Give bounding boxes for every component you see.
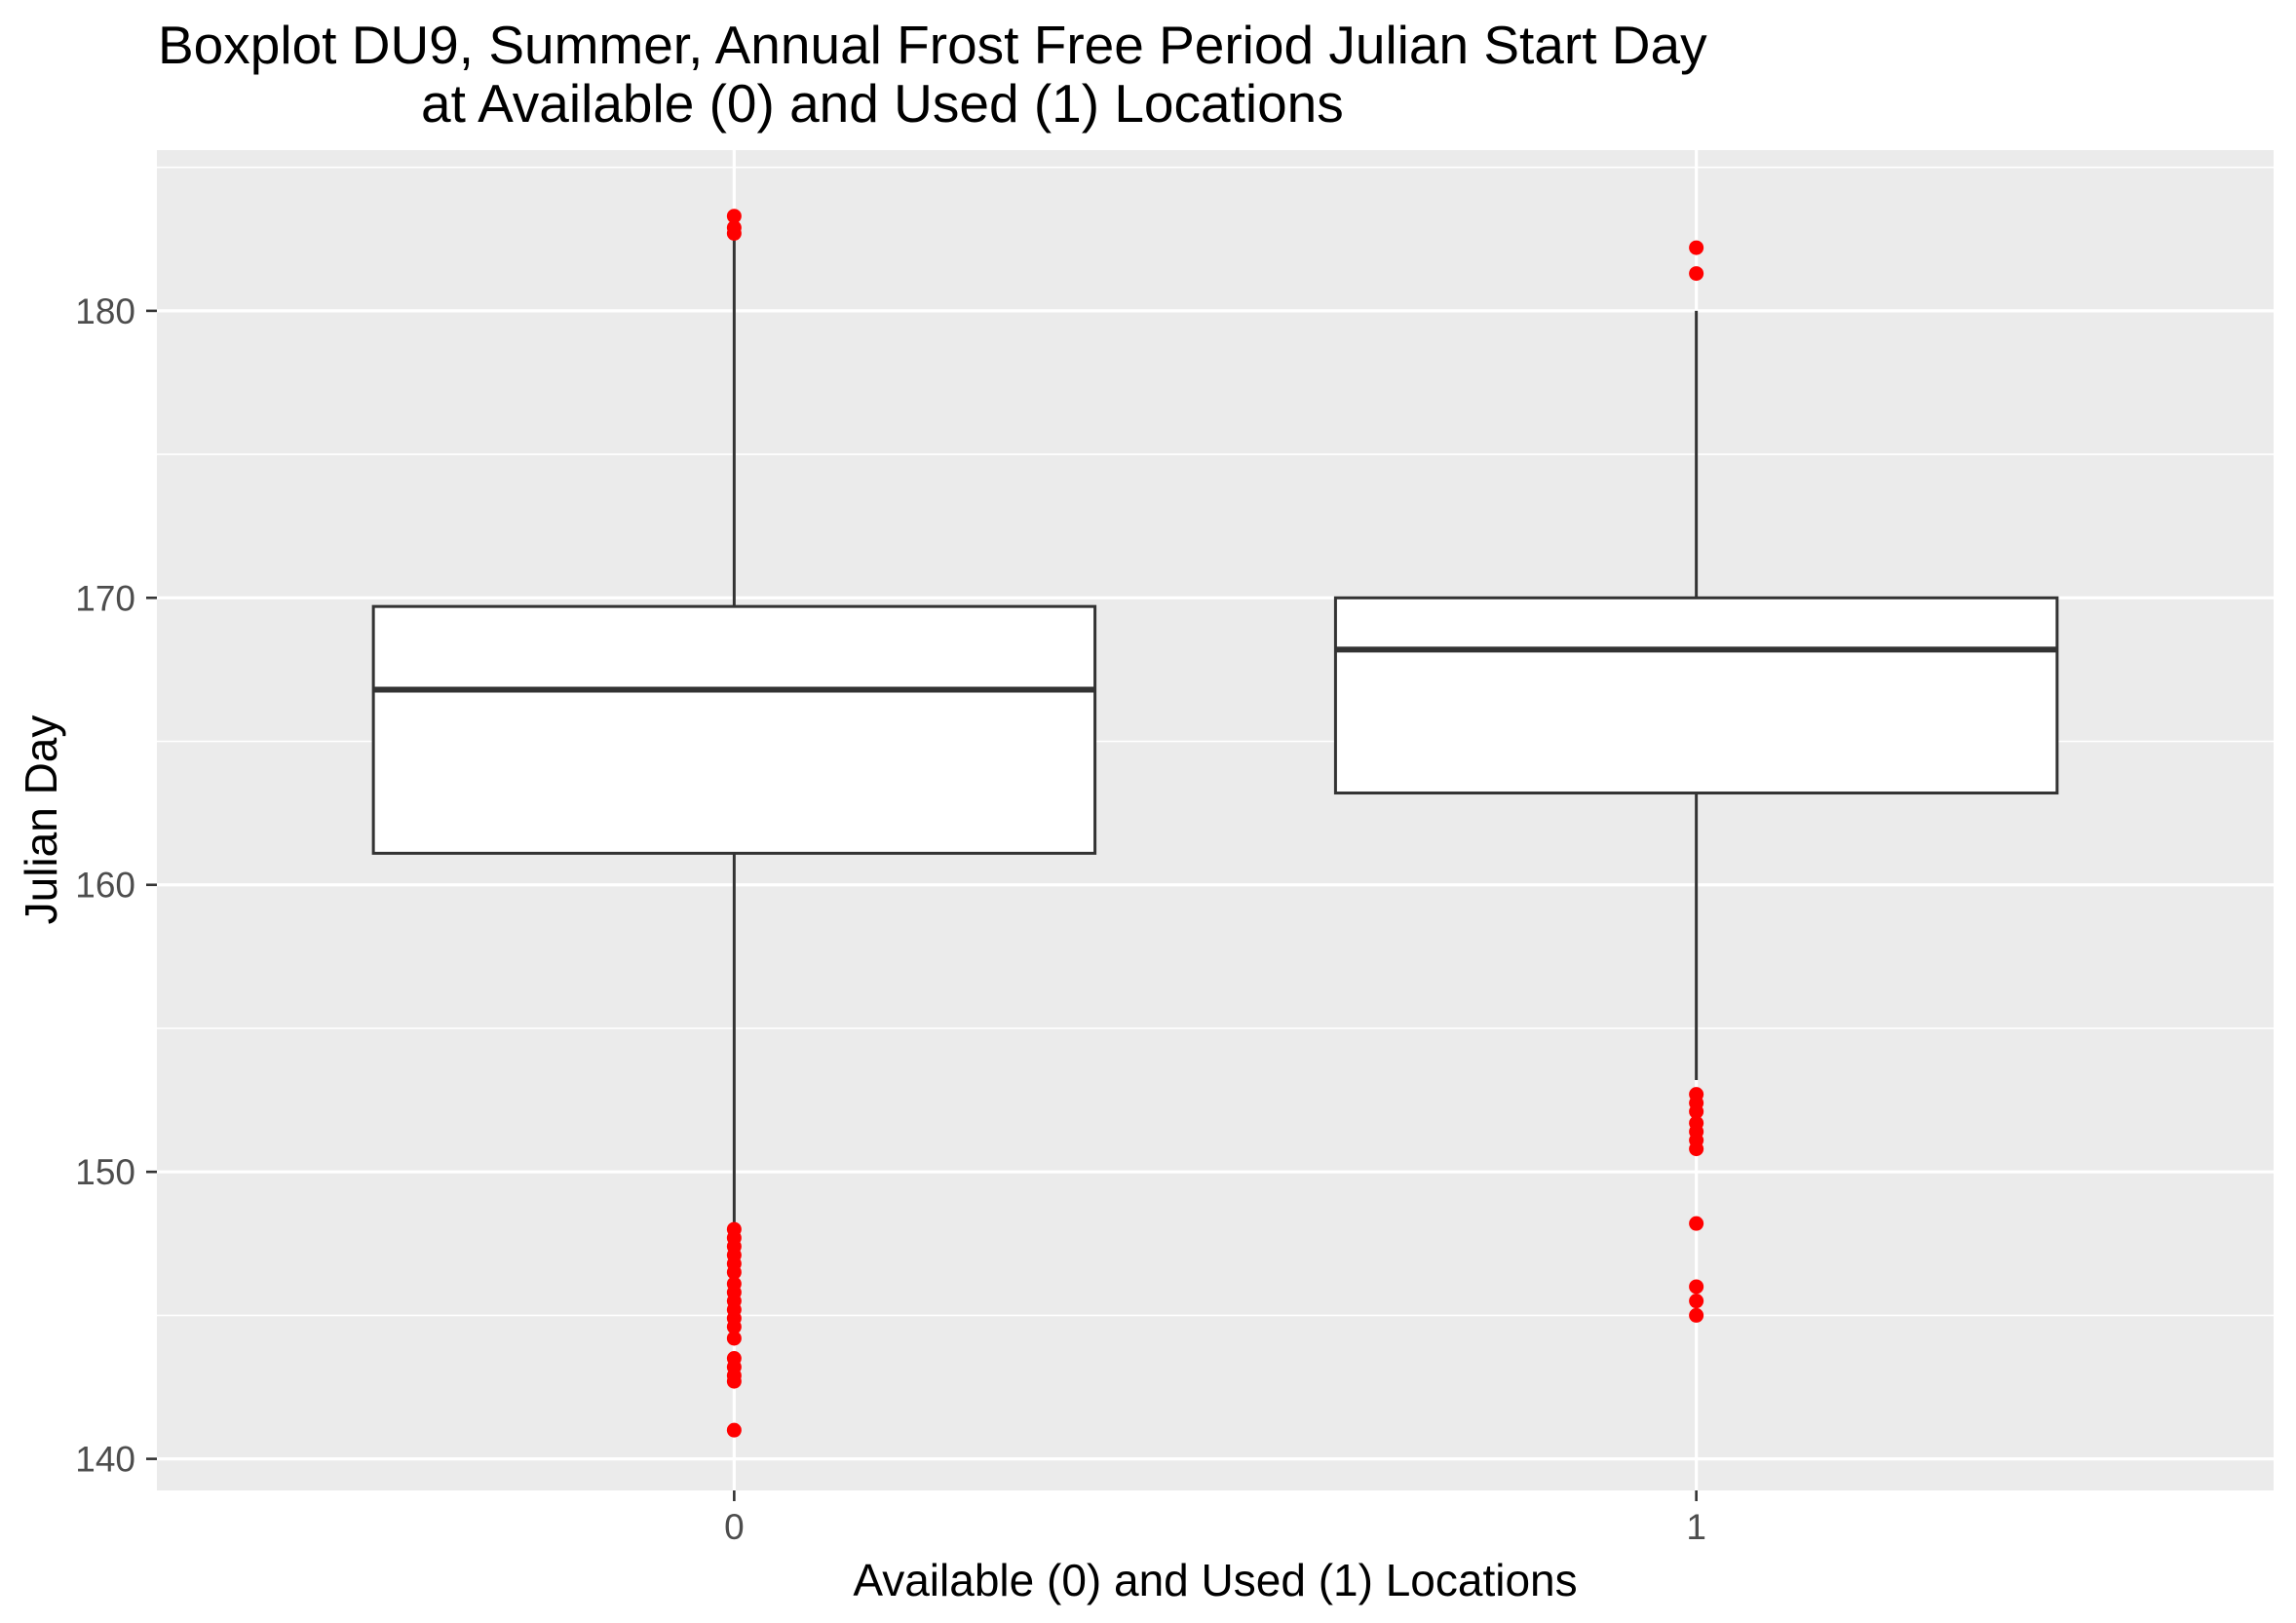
x-tick-label: 1 (1686, 1507, 1706, 1547)
y-tick-label: 170 (75, 578, 135, 618)
outlier-point (726, 1422, 742, 1438)
outlier-point (726, 1319, 742, 1334)
outlier-point (726, 1264, 742, 1280)
outlier-point (726, 209, 742, 224)
box (1333, 596, 2059, 795)
outlier-point (1689, 1103, 1704, 1119)
chart-title-line-1: Boxplot DU9, Summer, Annual Frost Free P… (158, 15, 1707, 75)
outlier-point (1689, 1294, 1704, 1309)
x-tick-label: 0 (724, 1507, 745, 1547)
plot-panel (157, 150, 2274, 1490)
outlier-point (726, 1331, 742, 1346)
outlier-point (726, 1373, 742, 1389)
outlier-point (1689, 266, 1704, 282)
y-axis: 140 150 160 170 180 (75, 291, 157, 1480)
box-group-1 (1333, 240, 2059, 1323)
outlier-point (1689, 1279, 1704, 1295)
box (371, 604, 1097, 855)
chart-title-line-2: at Available (0) and Used (1) Locations (421, 73, 1344, 134)
y-tick-label: 150 (75, 1152, 135, 1192)
outlier-point (1689, 1216, 1704, 1231)
outlier-point (726, 225, 742, 241)
y-tick-label: 140 (75, 1440, 135, 1480)
y-tick-label: 160 (75, 866, 135, 906)
y-axis-title: Julian Day (16, 715, 66, 925)
outlier-point (1689, 240, 1704, 255)
x-axis-title: Available (0) and Used (1) Locations (853, 1555, 1577, 1605)
box-group-0 (371, 209, 1097, 1438)
y-tick-label: 180 (75, 291, 135, 331)
outlier-point (1689, 1307, 1704, 1323)
outlier-point (1689, 1141, 1704, 1157)
